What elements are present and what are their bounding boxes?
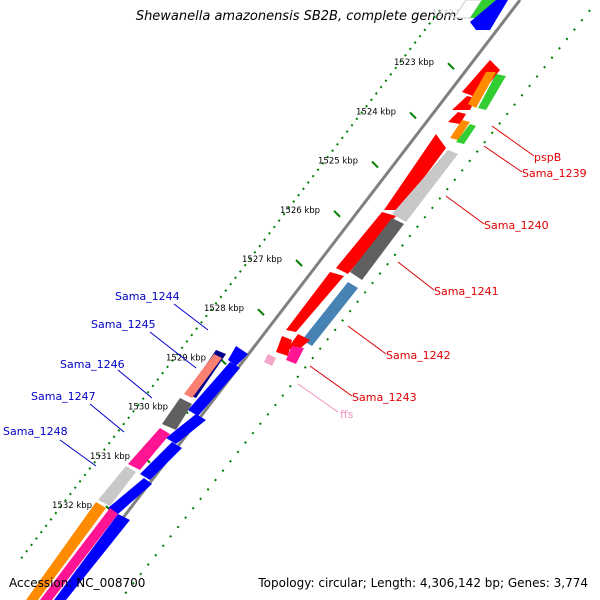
ruler-tick-label: 1525 kbp bbox=[318, 157, 358, 167]
feature-green-1 bbox=[478, 74, 506, 110]
feature-top-3 bbox=[470, 0, 508, 30]
feature-Sama_1247-blue bbox=[140, 442, 182, 480]
leader-pspB bbox=[491, 125, 535, 157]
leader-Sama_1241 bbox=[397, 261, 435, 291]
feature-orange-1 bbox=[468, 72, 496, 108]
left-label-group: Sama_1244 Sama_1245 Sama_1246 Sama_1247 … bbox=[3, 290, 209, 467]
leader-ffs bbox=[297, 383, 339, 413]
ruler-tick-label: 1522 kbp bbox=[432, 9, 472, 19]
feature-Sama_1240 bbox=[336, 212, 396, 274]
leader-Sama_1247 bbox=[89, 403, 125, 433]
ruler-tick-label: 1530 kbp bbox=[128, 403, 168, 413]
genome-backbone bbox=[58, 0, 522, 600]
ruler-tick bbox=[333, 210, 341, 218]
accession-text: Accession: NC_008700 bbox=[9, 576, 146, 590]
genome-summary-text: Topology: circular; Length: 4,306,142 bp… bbox=[258, 576, 588, 590]
leader-Sama_1242 bbox=[347, 325, 387, 355]
label-Sama_1239: Sama_1239 bbox=[522, 167, 587, 180]
ruler-tick-label: 1527 kbp bbox=[242, 255, 282, 265]
ruler-tick bbox=[409, 111, 417, 120]
ruler-tick bbox=[257, 308, 265, 316]
feature-orange-2 bbox=[450, 120, 470, 140]
feature-Sama_1242-blue bbox=[302, 282, 358, 346]
label-Sama_1245: Sama_1245 bbox=[91, 318, 156, 331]
ruler-tick-label: 1531 kbp bbox=[90, 452, 130, 462]
right-label-group: pspB Sama_1239 Sama_1240 Sama_1241 Sama_… bbox=[297, 125, 587, 421]
leader-Sama_1239 bbox=[483, 145, 523, 173]
leader-Sama_1246 bbox=[117, 369, 153, 399]
label-Sama_1246: Sama_1246 bbox=[60, 358, 125, 371]
ruler-tick-label: 1528 kbp bbox=[204, 304, 244, 314]
feature-pspA bbox=[462, 60, 500, 98]
leader-Sama_1240 bbox=[445, 195, 485, 225]
feature-Sama_1241 bbox=[350, 218, 404, 280]
feature-Sama_1245 bbox=[188, 362, 240, 416]
feature-blue-long bbox=[54, 514, 130, 600]
inner-track-line bbox=[119, 9, 591, 600]
feature-ffs bbox=[264, 354, 276, 366]
leader-Sama_1245 bbox=[149, 331, 197, 369]
label-Sama_1240: Sama_1240 bbox=[484, 219, 549, 232]
feature-top-2 bbox=[470, 0, 496, 18]
feature-Sama_1248 bbox=[98, 466, 136, 506]
forward-features bbox=[264, 0, 508, 366]
label-Sama_1241: Sama_1241 bbox=[434, 285, 499, 298]
label-Sama_1243: Sama_1243 bbox=[352, 391, 417, 404]
label-pspB: pspB bbox=[534, 151, 561, 164]
ruler-tick bbox=[371, 160, 379, 169]
feature-Sama_1240-gray bbox=[392, 150, 458, 222]
map-title: Shewanella amazonensis SB2B, complete ge… bbox=[135, 9, 465, 24]
feature-Sama_1246 bbox=[162, 398, 192, 430]
label-ffs: ffs bbox=[340, 408, 354, 421]
ruler-tick bbox=[447, 62, 455, 70]
ruler-tick-label: 1524 kbp bbox=[356, 107, 396, 117]
label-Sama_1242: Sama_1242 bbox=[386, 349, 451, 362]
leader-Sama_1243 bbox=[309, 365, 353, 397]
leader-Sama_1248 bbox=[59, 439, 97, 467]
ruler-tick-label: 1529 kbp bbox=[166, 353, 206, 363]
leader-Sama_1244 bbox=[173, 303, 209, 331]
feature-magenta-long bbox=[40, 508, 118, 600]
ruler-tick bbox=[295, 259, 303, 267]
feature-Sama_1239 bbox=[384, 134, 446, 210]
feature-green-2 bbox=[456, 124, 476, 144]
feature-orange-long bbox=[26, 502, 106, 600]
ruler-line bbox=[19, 9, 441, 561]
feature-Sama_1242 bbox=[286, 272, 344, 332]
ruler-tick-label: 1532 kbp bbox=[52, 501, 92, 511]
reverse-features bbox=[26, 346, 248, 600]
feature-salmon bbox=[184, 354, 222, 398]
feature-Sama_1248-blue bbox=[108, 478, 152, 514]
feature-Sama_1246-blue bbox=[166, 414, 206, 444]
label-Sama_1247: Sama_1247 bbox=[31, 390, 96, 403]
feature-magenta bbox=[286, 346, 304, 364]
ruler-tick-label: 1526 kbp bbox=[280, 206, 320, 216]
feature-Sama_1243-small bbox=[276, 336, 292, 356]
ruler-ticks: 1522 kbp 1523 kbp 1524 kbp 1525 kbp 1526 kbp… bbox=[52, 9, 493, 513]
feature-Sama_1244-blue bbox=[228, 346, 248, 366]
ruler-tick-label: 1523 kbp bbox=[394, 58, 434, 68]
label-Sama_1248: Sama_1248 bbox=[3, 425, 68, 438]
label-Sama_1244: Sama_1244 bbox=[115, 290, 180, 303]
feature-pspB bbox=[452, 96, 476, 110]
feature-Sama_1247 bbox=[128, 428, 170, 470]
